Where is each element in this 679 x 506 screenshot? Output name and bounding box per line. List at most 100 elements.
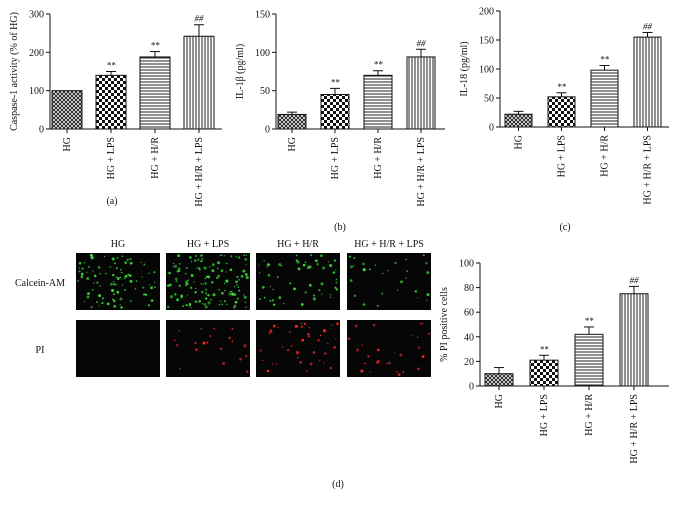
bar xyxy=(484,373,514,387)
dead-cell xyxy=(179,367,181,370)
live-cell xyxy=(205,297,208,300)
live-cell xyxy=(141,276,143,278)
live-cell xyxy=(83,261,86,264)
live-cell xyxy=(376,304,379,307)
live-cell xyxy=(140,261,142,263)
pi-image xyxy=(347,320,431,377)
live-cell xyxy=(362,262,365,266)
bar xyxy=(590,69,619,128)
bar xyxy=(619,293,649,387)
live-cell xyxy=(200,290,204,294)
micrograph-row-label: PI xyxy=(36,345,45,356)
live-cell xyxy=(295,254,298,257)
y-tick-label: 50 xyxy=(260,86,270,97)
live-cell xyxy=(335,281,338,284)
live-cell xyxy=(121,284,124,286)
y-tick-label: 100 xyxy=(255,48,270,59)
live-cell xyxy=(198,268,201,271)
live-cell xyxy=(349,279,353,282)
live-cell xyxy=(267,263,270,266)
live-cell xyxy=(406,270,409,273)
live-cell xyxy=(204,282,207,285)
live-cell xyxy=(216,276,219,279)
live-cell xyxy=(422,254,425,257)
live-cell xyxy=(143,263,146,266)
live-cell xyxy=(176,298,180,302)
x-tick-label: HG + H/R xyxy=(584,394,595,436)
live-cell xyxy=(195,267,198,270)
live-cell xyxy=(308,265,312,269)
dead-cell xyxy=(335,338,337,341)
live-cell xyxy=(182,305,184,307)
live-cell xyxy=(177,269,181,272)
dead-cell xyxy=(272,324,276,328)
live-cell xyxy=(185,272,187,275)
bar xyxy=(51,90,83,130)
dead-cell xyxy=(222,362,226,365)
panel-label-c: (c) xyxy=(559,222,570,233)
bar xyxy=(504,113,533,128)
live-cell xyxy=(144,293,148,296)
bar xyxy=(547,96,576,128)
live-cell xyxy=(237,256,241,259)
live-cell xyxy=(267,273,271,277)
live-cell xyxy=(121,271,123,274)
dead-cell xyxy=(394,351,396,353)
live-cell xyxy=(234,300,238,304)
live-cell xyxy=(87,292,90,295)
live-cell xyxy=(194,291,197,294)
live-cell xyxy=(194,300,198,304)
y-tick-label: 200 xyxy=(29,48,44,59)
live-cell xyxy=(405,258,407,261)
live-cell xyxy=(112,281,115,283)
live-cell xyxy=(198,299,202,303)
dead-cell xyxy=(312,351,316,354)
live-cell xyxy=(87,265,90,268)
calcein-image xyxy=(347,253,431,310)
live-cell xyxy=(245,306,248,308)
live-cell xyxy=(78,261,82,265)
live-cell xyxy=(116,256,119,259)
live-cell xyxy=(96,300,99,303)
live-cell xyxy=(221,303,223,306)
live-cell xyxy=(243,294,245,296)
live-cell xyxy=(304,291,307,294)
live-cell xyxy=(98,305,100,307)
live-cell xyxy=(99,272,102,275)
live-cell xyxy=(226,303,228,306)
live-cell xyxy=(426,293,430,297)
dead-cell xyxy=(268,332,271,335)
live-cell xyxy=(204,305,208,309)
dead-cell xyxy=(417,367,420,371)
live-cell xyxy=(194,287,197,290)
live-cell xyxy=(302,263,306,267)
live-cell xyxy=(414,290,418,293)
live-cell xyxy=(293,287,296,291)
live-cell xyxy=(119,268,122,271)
live-cell xyxy=(229,268,233,272)
calcein-image xyxy=(76,253,160,310)
live-cell xyxy=(200,282,203,285)
y-tick-label: 80 xyxy=(464,283,474,294)
dead-cell xyxy=(417,346,421,349)
x-tick-label: HG xyxy=(514,135,525,149)
x-tick-label: HG + H/R + LPS xyxy=(194,137,205,207)
dead-cell xyxy=(354,324,358,328)
live-cell xyxy=(329,263,333,268)
y-tick-label: 0 xyxy=(39,125,44,136)
live-cell xyxy=(113,293,116,296)
live-cell xyxy=(335,288,339,291)
live-cell xyxy=(78,267,80,269)
y-tick-label: 150 xyxy=(255,10,270,21)
live-cell xyxy=(257,264,260,266)
live-cell xyxy=(245,276,249,280)
significance-mark: ** xyxy=(107,61,117,71)
live-cell xyxy=(188,303,192,306)
live-cell xyxy=(119,297,123,301)
live-cell xyxy=(148,284,151,286)
significance-mark: ** xyxy=(557,82,567,92)
live-cell xyxy=(263,296,266,299)
dead-cell xyxy=(369,371,371,373)
live-cell xyxy=(96,281,99,284)
live-cell xyxy=(116,290,120,294)
